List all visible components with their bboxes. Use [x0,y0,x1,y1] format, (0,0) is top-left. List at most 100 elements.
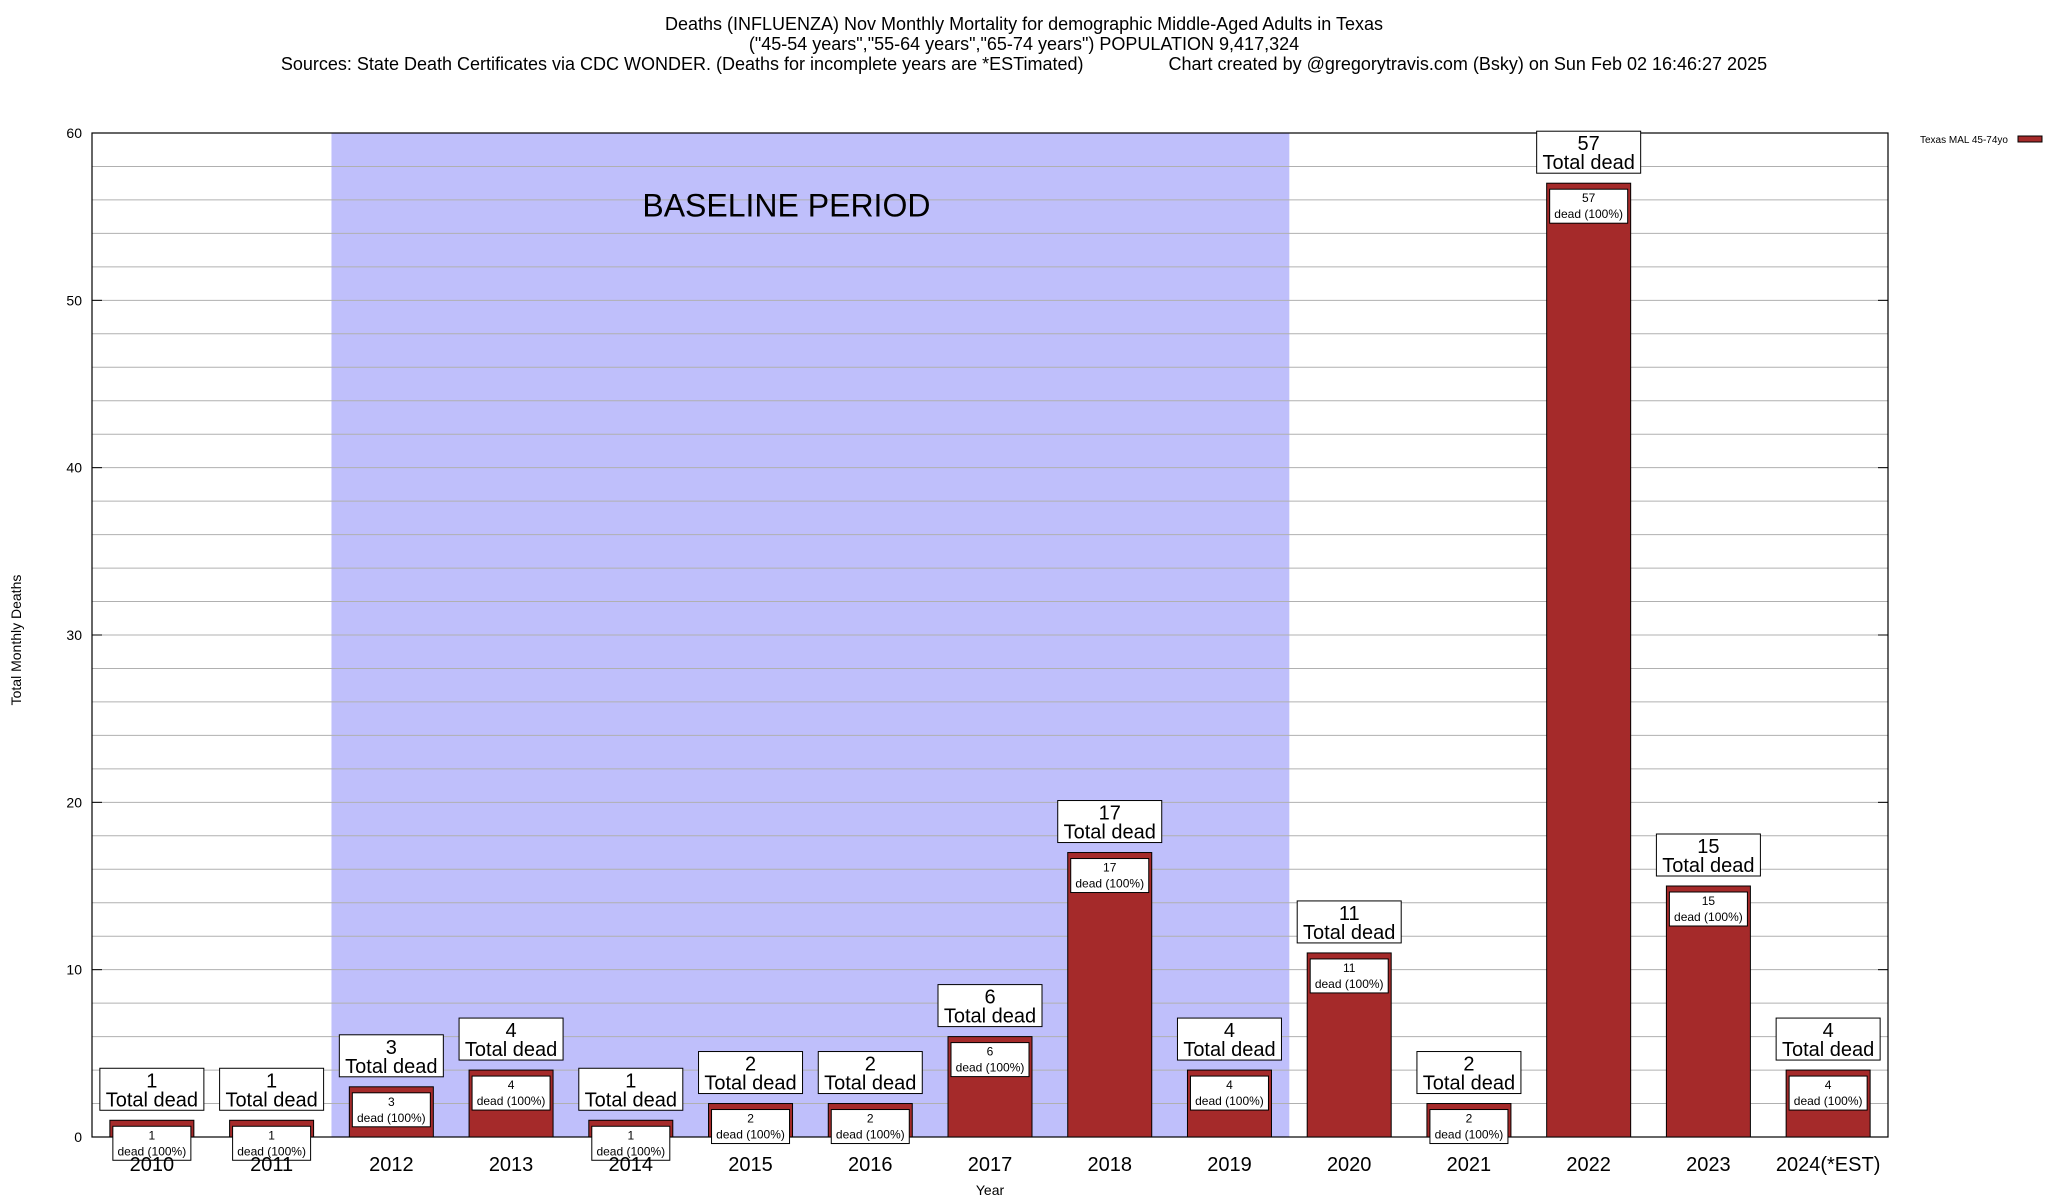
bar-total-label-box [1176,1017,1282,1061]
bar-total-label-box [1296,900,1402,944]
x-tick-label: 2020 [1327,1154,1372,1176]
bar-inner-value-label: 2 [747,1112,754,1126]
bar [1546,182,1632,1138]
bar-total-value-label: 11 [1339,903,1360,925]
bar-total-dead-label: Total dead [585,1089,677,1111]
bar-inner-dead-label: dead (100%) [477,1094,546,1108]
bar [1067,852,1153,1138]
chart-source-line: Sources: State Death Certificates via CD… [280,54,1768,74]
bar-total-label-box [698,1051,804,1095]
x-tick-label: 2012 [369,1154,414,1176]
y-tick-label: 60 [66,125,82,141]
bar-inner-dead-label: dead (100%) [357,1111,426,1125]
bar-inner-dead-label: dead (100%) [1195,1094,1264,1108]
bar-inner-label-box [950,1042,1030,1078]
bar-inner-label-box [1788,1075,1868,1111]
bar-total-value-label: 4 [1224,1020,1235,1042]
bar-inner-label-box [591,1125,671,1161]
bar-inner-label-box [112,1125,192,1161]
bar-total-value-label: 1 [625,1070,636,1092]
bar-total-label-box [1536,130,1642,174]
bar-total-value-label: 4 [506,1020,517,1042]
bar-total-label-box [578,1067,684,1111]
bar-inner-dead-label: dead (100%) [237,1144,306,1158]
bar-inner-label-box [1070,858,1150,894]
x-axis-label: Year [975,1182,1005,1198]
x-tick-label: 2013 [489,1154,534,1176]
bar-total-value-label: 3 [386,1037,397,1059]
x-tick-label: 2023 [1686,1154,1731,1176]
bar-total-label-box [937,984,1043,1028]
bar-total-value-label: 1 [266,1070,277,1092]
bar-total-dead-label: Total dead [225,1089,317,1111]
bar-inner-label-box [232,1125,312,1161]
bar-inner-value-label: 1 [268,1128,275,1142]
bar-total-label-box [1775,1017,1881,1061]
x-tick-label: 2018 [1087,1154,1132,1176]
bar-total-label-box [1655,833,1761,877]
legend-label: Texas MAL 45-74yo [1920,135,2008,146]
bar-inner-label-box [1668,891,1748,927]
bar-inner-label-box [1429,1109,1509,1145]
bar-inner-value-label: 17 [1103,861,1117,875]
bar-total-dead-label: Total dead [1303,922,1395,944]
x-tick-label: 2015 [728,1154,773,1176]
x-tick-label: 2021 [1447,1154,1492,1176]
bar-total-dead-label: Total dead [1782,1039,1874,1061]
bar-total-dead-label: Total dead [1183,1039,1275,1061]
bar-inner-dead-label: dead (100%) [716,1128,785,1142]
bar-total-value-label: 2 [865,1054,876,1076]
bar-inner-label-box [1189,1075,1269,1111]
bar-inner-value-label: 4 [1226,1078,1233,1092]
bar-inner-value-label: 1 [149,1128,156,1142]
bar-inner-dead-label: dead (100%) [596,1144,665,1158]
bar-inner-value-label: 2 [867,1112,874,1126]
bar-inner-dead-label: dead (100%) [1674,910,1743,924]
bar-inner-label-box [830,1109,910,1145]
bar-total-label-box [99,1067,205,1111]
x-tick-label: 2022 [1566,1154,1611,1176]
bar-total-dead-label: Total dead [704,1073,796,1095]
bar-inner-value-label: 15 [1702,894,1716,908]
bar-total-dead-label: Total dead [1423,1073,1515,1095]
bar-total-value-label: 15 [1697,836,1719,858]
bar-inner-value-label: 3 [388,1095,395,1109]
x-tick-label: 2019 [1207,1154,1252,1176]
y-tick-label: 50 [66,292,82,308]
x-tick-label: 2010 [130,1154,175,1176]
bar [1665,885,1751,1138]
x-tick-label: 2014 [609,1154,654,1176]
chart-subtitle: ("45-54 years","55-64 years","65-74 year… [748,34,1300,54]
bar-inner-label-box [471,1075,551,1111]
bar-inner-dead-label: dead (100%) [1554,207,1623,221]
bar-inner-value-label: 11 [1343,961,1356,975]
bar-total-value-label: 57 [1578,133,1600,155]
x-tick-label: 2016 [848,1154,893,1176]
bar-total-value-label: 2 [1463,1054,1474,1076]
bar-inner-value-label: 1 [627,1128,634,1142]
bar-inner-value-label: 2 [1466,1112,1473,1126]
y-tick-label: 40 [66,460,82,476]
bar-total-label-box [458,1017,564,1061]
y-tick-label: 10 [66,962,82,978]
bar-total-value-label: 1 [146,1070,157,1092]
bar-total-dead-label: Total dead [944,1006,1036,1028]
bar-inner-value-label: 4 [508,1078,515,1092]
x-tick-label: 2024(*EST) [1776,1154,1881,1176]
bar-total-dead-label: Total dead [824,1073,916,1095]
bar-inner-dead-label: dead (100%) [118,1144,187,1158]
bar-total-label-box [338,1034,444,1078]
bar-total-label-box [1057,800,1163,844]
bar-inner-value-label: 6 [987,1045,994,1059]
y-tick-label: 0 [74,1129,82,1145]
legend-swatch [2017,135,2043,143]
x-tick-label: 2011 [250,1154,293,1176]
bar-total-dead-label: Total dead [106,1089,198,1111]
bar-inner-label-box [711,1109,791,1145]
baseline-period-label: BASELINE PERIOD [642,188,930,224]
y-tick-label: 20 [66,794,82,810]
bar-inner-label-box [1309,958,1389,994]
bar-total-label-box [219,1067,325,1111]
bar-total-dead-label: Total dead [345,1056,437,1078]
chart-title: Deaths (INFLUENZA) Nov Monthly Mortality… [665,14,1383,34]
